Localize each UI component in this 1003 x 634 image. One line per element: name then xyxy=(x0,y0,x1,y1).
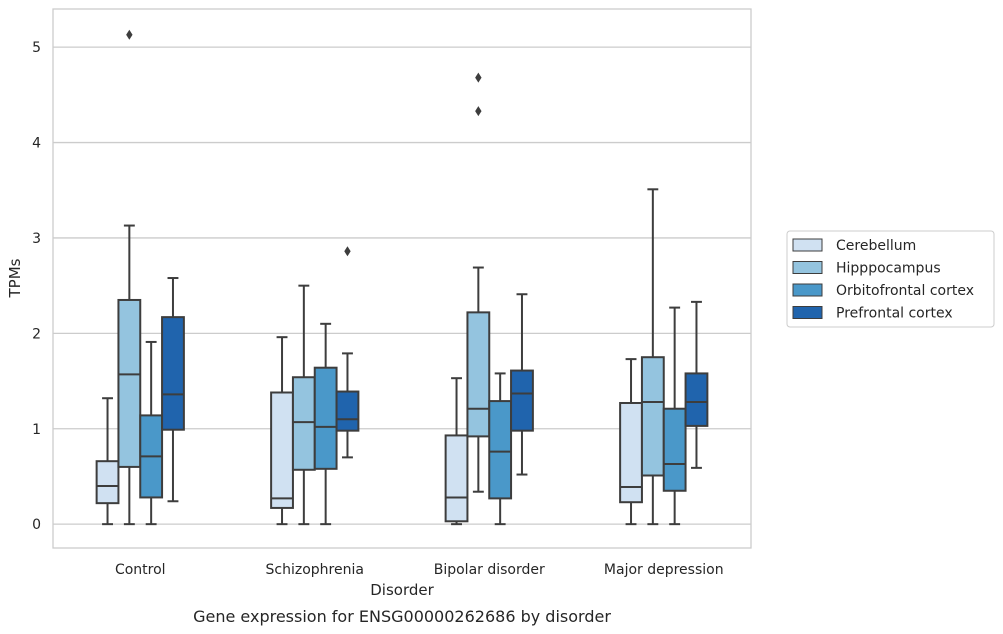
box-cerebellum xyxy=(270,336,294,526)
legend-label: Prefrontal cortex xyxy=(836,306,953,322)
box-body xyxy=(444,434,469,523)
box-cerebellum xyxy=(95,397,120,526)
y-tick-label: 3 xyxy=(32,231,41,247)
box-orbitofrontal-cortex xyxy=(139,340,164,526)
box-prefrontal-cortex xyxy=(510,293,534,476)
legend-label: Hipppocampus xyxy=(836,261,941,277)
box-body xyxy=(161,316,185,431)
legend: Cerebellum Hipppocampus Orbitofrontal cort… xyxy=(786,230,995,328)
y-tick-label: 4 xyxy=(32,136,41,152)
outlier-point xyxy=(475,72,482,83)
box-body xyxy=(270,391,294,509)
outlier-point xyxy=(126,29,133,40)
legend-frame xyxy=(786,230,995,328)
y-tick-labels: 0 1 2 3 4 5 xyxy=(32,40,41,533)
box-body xyxy=(488,400,513,500)
x-tick-label: Bipolar disorder xyxy=(434,562,545,578)
box-body xyxy=(684,372,709,427)
y-tick-label: 0 xyxy=(32,517,41,533)
box-hipppocampus xyxy=(117,29,142,526)
plot-frame xyxy=(52,8,752,549)
box-body xyxy=(313,366,338,470)
y-tick-label: 5 xyxy=(32,40,41,56)
box-hipppocampus xyxy=(640,188,665,526)
box-body xyxy=(95,460,120,505)
box-orbitofrontal-cortex xyxy=(662,306,687,526)
box-prefrontal-cortex xyxy=(684,300,709,469)
box-body xyxy=(510,369,534,432)
x-tick-labels: Control Schizophrenia Bipolar disorder Majo… xyxy=(115,562,724,578)
box-body xyxy=(117,298,142,468)
x-tick-label: Major depression xyxy=(604,562,724,578)
x-axis-label: Disorder xyxy=(370,581,434,599)
y-tick-label: 1 xyxy=(32,422,41,438)
box-cerebellum xyxy=(619,358,643,526)
box-body xyxy=(291,376,316,471)
outlier-point xyxy=(344,246,351,257)
legend-label: Cerebellum xyxy=(836,238,916,254)
box-orbitofrontal-cortex xyxy=(313,322,338,526)
y-axis-label: TPMs xyxy=(6,258,24,298)
legend-label: Orbitofrontal cortex xyxy=(836,283,974,299)
legend-swatch xyxy=(792,306,823,319)
x-tick-label: Control xyxy=(115,562,166,578)
box-prefrontal-cortex xyxy=(335,246,360,459)
box-body xyxy=(662,407,687,492)
box-hipppocampus xyxy=(291,284,316,526)
legend-swatch xyxy=(792,283,823,297)
box-body xyxy=(640,356,665,477)
box-orbitofrontal-cortex xyxy=(488,372,513,526)
x-tick-label: Schizophrenia xyxy=(266,562,364,578)
chart-caption: Gene expression for ENSG00000262686 by d… xyxy=(193,607,611,626)
y-tick-label: 2 xyxy=(32,326,41,342)
box-plots xyxy=(95,29,709,526)
box-cerebellum xyxy=(444,377,469,526)
box-body xyxy=(466,311,491,438)
legend-swatch xyxy=(792,261,823,274)
box-prefrontal-cortex xyxy=(161,277,185,503)
legend-swatch xyxy=(792,238,823,252)
box-hipppocampus xyxy=(466,72,491,493)
outlier-point xyxy=(475,106,482,117)
box-body xyxy=(335,390,360,432)
